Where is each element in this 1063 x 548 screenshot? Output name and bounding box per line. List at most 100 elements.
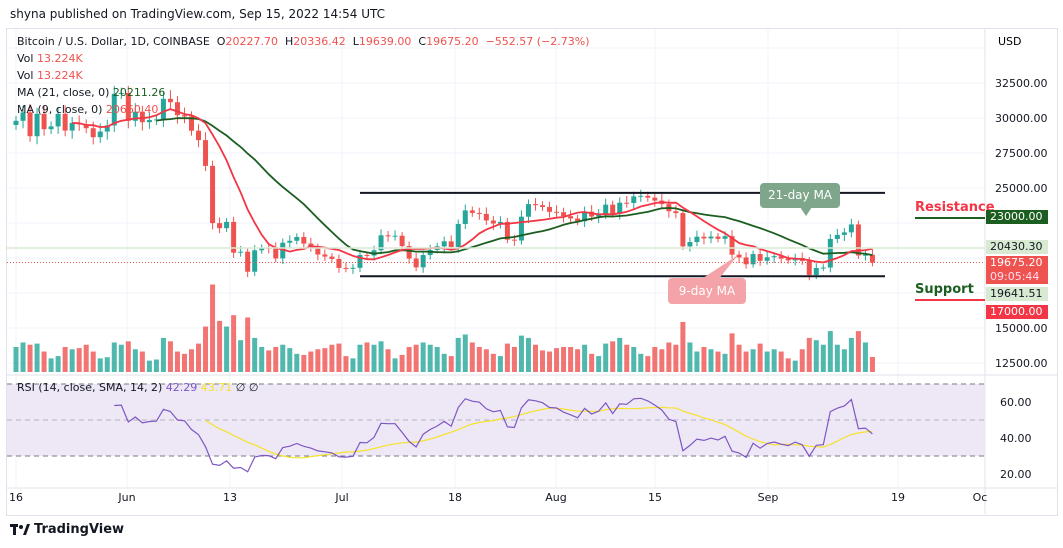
- volume-bar: [617, 337, 623, 372]
- ma9-callout: 9-day MA: [668, 278, 746, 304]
- symbol-legend: Bitcoin / U.S. Dollar, 1D, COINBASE O202…: [17, 35, 590, 48]
- volume-bar: [392, 358, 398, 372]
- volume-bar: [497, 356, 503, 372]
- volume-bar: [357, 344, 363, 372]
- candle-body: [469, 210, 475, 213]
- candle: [652, 192, 658, 207]
- open-label: O: [216, 35, 226, 48]
- volume-bar: [399, 354, 405, 372]
- candle-body: [174, 102, 180, 116]
- rsi-tick: 40.00: [1000, 432, 1032, 445]
- candle: [343, 262, 349, 273]
- volume-legend-2: Vol 13.224K: [17, 69, 83, 82]
- candle-body: [62, 113, 68, 131]
- volume-bar: [645, 356, 651, 372]
- volume-bar: [729, 333, 735, 372]
- vol-label: Vol: [17, 69, 34, 82]
- volume-bar: [132, 349, 138, 372]
- candle-body: [245, 251, 251, 272]
- vol-value: 13.224K: [36, 52, 83, 65]
- time-tick: 13: [223, 491, 237, 504]
- candle-body: [203, 140, 209, 166]
- candle-body: [139, 111, 145, 123]
- volume-bar: [862, 342, 868, 372]
- candle: [252, 245, 258, 276]
- volume-bar: [540, 350, 545, 372]
- candle-body: [455, 223, 461, 247]
- candle-body: [34, 113, 40, 137]
- candle: [701, 232, 707, 245]
- tradingview-logo[interactable]: TradingView: [10, 522, 124, 537]
- volume-bar: [785, 358, 791, 372]
- volume-bar: [504, 343, 510, 372]
- candle: [750, 250, 756, 268]
- candle: [483, 207, 489, 225]
- volume-bar: [806, 337, 812, 372]
- candle: [708, 231, 714, 244]
- candle: [561, 207, 567, 223]
- candle-body: [525, 204, 531, 217]
- candle-body: [547, 207, 553, 212]
- ma21-value: 20211.26: [112, 86, 166, 99]
- candle: [273, 242, 279, 263]
- candle-body: [631, 196, 637, 203]
- candle-body: [420, 255, 426, 268]
- volume-bar: [659, 349, 665, 372]
- volume-bar: [27, 344, 33, 372]
- candle-body: [378, 235, 384, 251]
- volume-bar: [582, 344, 588, 372]
- volume-bar: [336, 343, 342, 372]
- volume-bar: [153, 359, 159, 372]
- volume-bar: [827, 331, 833, 372]
- candle: [687, 237, 693, 252]
- volume-bar: [294, 353, 300, 372]
- candle: [413, 252, 419, 272]
- volume-bar: [764, 351, 770, 372]
- candle-body: [820, 267, 826, 269]
- candle: [174, 96, 180, 124]
- candle: [504, 218, 510, 244]
- candle: [217, 217, 223, 234]
- candle: [575, 214, 581, 226]
- candle-body: [336, 258, 342, 268]
- volume-bar: [69, 349, 75, 372]
- candle: [301, 232, 307, 249]
- candle-body: [504, 221, 510, 240]
- resistance-label: Resistance: [915, 200, 995, 219]
- candle-body: [841, 232, 847, 235]
- candle-body: [167, 98, 173, 103]
- tradingview-logo-icon: [10, 523, 30, 535]
- volume-bar: [476, 347, 482, 372]
- candle-body: [48, 126, 54, 130]
- candle: [181, 107, 187, 124]
- time-tick: Oc: [973, 491, 988, 504]
- volume-bar: [427, 344, 433, 372]
- candle: [378, 229, 384, 255]
- candle: [469, 206, 475, 217]
- candle-body: [399, 235, 405, 247]
- volume-bar: [610, 341, 616, 372]
- candle-body: [511, 239, 517, 241]
- volume-bar: [238, 340, 244, 372]
- vol-value: 13.224K: [36, 69, 83, 82]
- candle: [357, 249, 363, 273]
- volume-bar: [181, 353, 187, 372]
- volume-bar: [554, 348, 560, 372]
- volume-bar: [217, 320, 223, 372]
- volume-bar: [97, 358, 103, 372]
- volume-bar: [834, 344, 840, 372]
- candle: [55, 107, 61, 134]
- volume-bar: [231, 315, 237, 372]
- candle-body: [118, 92, 124, 94]
- candle-body: [322, 254, 328, 257]
- high-value: 20336.42: [293, 35, 346, 48]
- candle-body: [624, 202, 630, 204]
- candle: [455, 219, 461, 253]
- candle: [69, 117, 75, 139]
- price-tick: 30000.00: [995, 112, 1048, 125]
- volume-bar: [259, 347, 265, 372]
- candle: [294, 233, 300, 245]
- volume-bar: [631, 347, 637, 372]
- volume-bar: [118, 344, 124, 372]
